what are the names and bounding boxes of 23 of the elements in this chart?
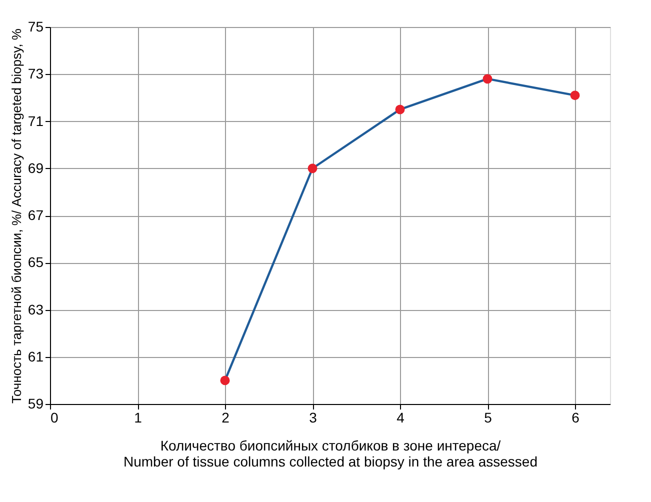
- point: [220, 376, 230, 386]
- x-axis-title: Количество биопсийных столбиков в зоне интереса/ Number of tissue columns collected at biopsy in the area assessed: [124, 438, 538, 470]
- x-tick-label: 0: [50, 410, 58, 426]
- point: [308, 164, 318, 174]
- x-tick-label: 6: [572, 410, 580, 426]
- x-tick-label: 1: [134, 410, 142, 426]
- y-tick-label: 63: [28, 301, 44, 318]
- x-tick-label: 2: [222, 410, 230, 426]
- y-tick-label: 69: [28, 160, 44, 176]
- y-tick-label: 75: [28, 18, 44, 34]
- x-tick-label: 3: [309, 410, 318, 426]
- y-tick-label: 65: [28, 254, 44, 270]
- point: [395, 104, 405, 114]
- y-axis-title: Точность таргетной биопсии, %/ Accuracy of targeted biopsy, %: [8, 28, 24, 404]
- y-tick-label: 59: [28, 396, 44, 412]
- y-tick-label: 61: [28, 348, 44, 364]
- point: [570, 90, 580, 100]
- y-tick-label: 71: [28, 112, 44, 129]
- point: [482, 74, 492, 84]
- y-tick-label: 73: [28, 66, 44, 82]
- x-tick-label: 4: [396, 410, 405, 426]
- y-tick-label: 67: [28, 207, 44, 223]
- x-tick-label: 5: [484, 410, 492, 426]
